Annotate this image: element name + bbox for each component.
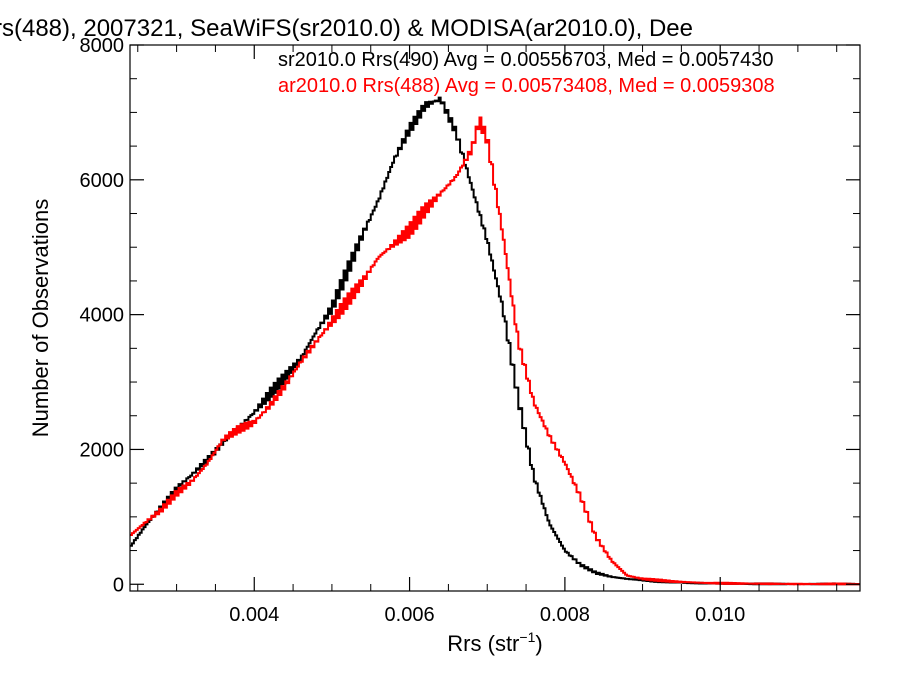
x-tick-label: 0.008 bbox=[540, 604, 590, 626]
y-tick-label: 0 bbox=[113, 574, 124, 596]
legend-entry-ar2010: ar2010.0 Rrs(488) Avg = 0.00573408, Med … bbox=[278, 75, 775, 97]
series-0-step-line bbox=[130, 96, 860, 586]
series-1-step-line bbox=[130, 116, 860, 586]
x-axis-title: Rrs (str−1) bbox=[447, 629, 542, 656]
legend: sr2010.0 Rrs(490) Avg = 0.00556703, Med … bbox=[278, 49, 775, 97]
x-axis-title-main: Rrs (str bbox=[447, 631, 519, 656]
x-tick-label: 0.004 bbox=[229, 604, 279, 626]
y-tick-label: 4000 bbox=[80, 305, 125, 327]
y-tick-label: 8000 bbox=[80, 35, 125, 57]
y-axis-title: Number of Observations bbox=[28, 199, 53, 437]
plot-frame bbox=[129, 44, 861, 592]
x-tick-label: 0.010 bbox=[695, 604, 745, 626]
x-tick-label: 0.006 bbox=[385, 604, 435, 626]
legend-entry-sr2010: sr2010.0 Rrs(490) Avg = 0.00556703, Med … bbox=[278, 49, 774, 71]
x-axis-title-close: ) bbox=[535, 631, 542, 656]
y-tick-label: 2000 bbox=[80, 439, 125, 461]
x-axis-title-sup: −1 bbox=[519, 629, 535, 645]
y-tick-label: 6000 bbox=[80, 170, 125, 192]
ticks-layer: 0.004 0.006 0.008 0.010 0 2000 4000 6000 8000 bbox=[80, 35, 860, 626]
chart-title: rs(488), 2007321, SeaWiFS(sr2010.0) & MO… bbox=[0, 15, 693, 42]
series-layer bbox=[130, 96, 860, 586]
